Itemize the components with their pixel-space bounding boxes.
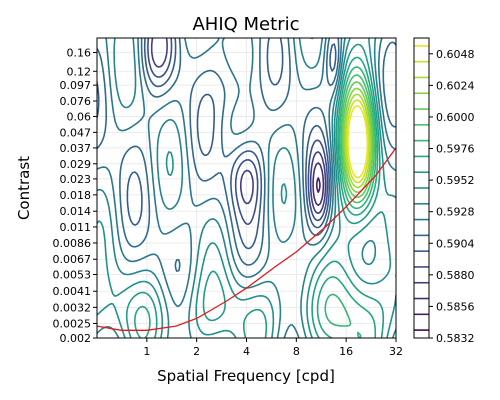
y-tick-label: 0.014 [60,205,92,218]
contour-level-16 [344,93,371,189]
y-axis: 0.002 0.0025 0.0032 0.0041 0.0053 0.0067 0.008… [53,47,97,345]
contour-level-13 [340,74,375,204]
contour-level-10 [125,43,385,338]
y-tick-label: 0.029 [60,158,92,171]
y-tick-label: 0.076 [60,95,92,108]
colorbar-tick-label: 0.5976 [436,143,475,156]
threshold-curve-layer [97,147,396,331]
y-tick-label: 0.0025 [53,317,92,330]
contour-level-12 [324,66,377,338]
y-tick-label: 0.06 [67,110,92,123]
x-tick-label: 2 [193,345,200,358]
y-tick-label: 0.011 [60,221,92,234]
contour-layer [97,38,396,338]
y-tick-label: 0.0053 [53,269,92,282]
colorbar-tick-label: 0.5904 [436,237,475,250]
contour-level-17 [345,99,370,184]
x-tick-label: 16 [339,345,353,358]
contour-level-8 [97,38,396,338]
colorbar-tick-label: 0.5952 [436,174,475,187]
contour-level-7 [97,38,396,338]
chart-title: AHIQ Metric [192,14,299,35]
contour-level-14 [341,81,374,198]
contour-level-5 [97,38,337,250]
colorbar: 0.5832 0.5856 0.5880 0.5904 0.5928 0.5952 0.59… [413,37,475,345]
x-axis-label: Spatial Frequency [cpd] [157,367,335,385]
y-tick-label: 0.0067 [53,253,92,266]
y-tick-label: 0.0032 [53,301,92,314]
x-tick-label: 1 [143,345,150,358]
contour-level-18 [347,105,369,179]
y-axis-label: Contrast [15,156,33,220]
contour-level-3 [150,38,327,215]
y-tick-label: 0.16 [67,47,92,60]
threshold-curve [97,147,396,331]
x-axis: 1 2 4 8 16 32 [143,338,403,358]
y-tick-label: 0.002 [60,332,92,345]
x-tick-label: 8 [293,345,300,358]
colorbar-tick-label: 0.6000 [436,111,475,124]
y-tick-label: 0.0086 [53,237,92,250]
colorbar-tick-label: 0.5832 [436,332,475,345]
x-tick-label: 32 [389,345,403,358]
contour-level-2 [312,162,325,206]
colorbar-frame [413,37,430,339]
y-tick-label: 0.0041 [53,285,92,298]
contour-level-1 [316,177,321,193]
colorbar-tick-label: 0.5880 [436,269,475,282]
y-tick-label: 0.018 [60,189,92,202]
contour-level-4 [147,38,329,225]
y-tick-label: 0.097 [60,79,92,92]
colorbar-tick-label: 0.6024 [436,79,475,92]
colorbar-tick-label: 0.5928 [436,206,475,219]
colorbar-tick-label: 0.5856 [436,300,475,313]
y-tick-label: 0.037 [60,142,92,155]
y-tick-label: 0.12 [67,65,92,78]
contour-level-11 [134,56,379,338]
y-tick-label: 0.023 [60,173,92,186]
y-tick-label: 0.047 [60,126,92,139]
contour-level-15 [343,87,373,193]
x-tick-label: 4 [243,345,250,358]
colorbar-tick-label: 0.6048 [436,48,475,61]
contour-level-6 [97,38,396,272]
